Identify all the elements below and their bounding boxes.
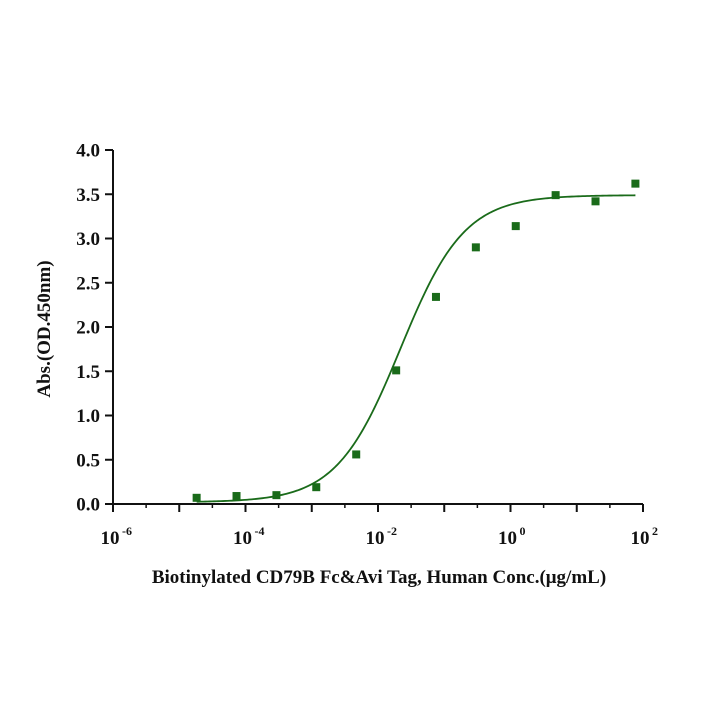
y-tick-label: 1.0 (76, 406, 100, 427)
data-point (392, 366, 401, 375)
data-point (312, 483, 321, 492)
x-tick-label: 10 (366, 528, 385, 549)
fit-curve (196, 194, 636, 503)
data-point (511, 222, 520, 231)
data-point (272, 491, 281, 500)
y-tick-label: 1.5 (76, 362, 100, 383)
data-point (431, 292, 440, 301)
x-tick-exponent: -4 (255, 524, 265, 538)
data-point (631, 179, 640, 188)
x-tick-label: 10 (498, 528, 517, 549)
y-tick-label: 4.0 (76, 141, 100, 162)
y-tick-label: 2.0 (76, 318, 100, 339)
x-tick-exponent: 2 (652, 524, 658, 538)
x-tick-exponent: 0 (520, 524, 526, 538)
data-point (352, 450, 361, 459)
x-ticks: 10 -6 10 -4 10 -2 10 0 10 2 (101, 504, 658, 549)
x-tick-label: 10 (631, 528, 650, 549)
y-tick-label: 2.5 (76, 273, 100, 294)
plot-area (192, 179, 640, 503)
y-tick-label: 0.0 (76, 495, 100, 516)
y-ticks: 0.0 0.5 1.0 1.5 2.0 2.5 3.0 3.5 4.0 (76, 141, 113, 516)
y-tick-label: 3.5 (76, 185, 100, 206)
data-point (471, 243, 480, 252)
data-point (192, 493, 201, 502)
data-point (232, 492, 241, 501)
data-point (591, 197, 600, 206)
y-tick-label: 0.5 (76, 450, 100, 471)
axes (112, 150, 643, 505)
y-tick-label: 3.0 (76, 229, 100, 250)
x-tick-label: 10 (101, 528, 120, 549)
y-axis-title: Abs.(OD.450nm) (34, 260, 55, 397)
x-tick-exponent: -2 (387, 524, 397, 538)
x-tick-exponent: -6 (122, 524, 132, 538)
x-tick-label: 10 (233, 528, 252, 549)
data-point (551, 191, 560, 200)
x-axis-title: Biotinylated CD79B Fc&Avi Tag, Human Con… (152, 567, 606, 588)
